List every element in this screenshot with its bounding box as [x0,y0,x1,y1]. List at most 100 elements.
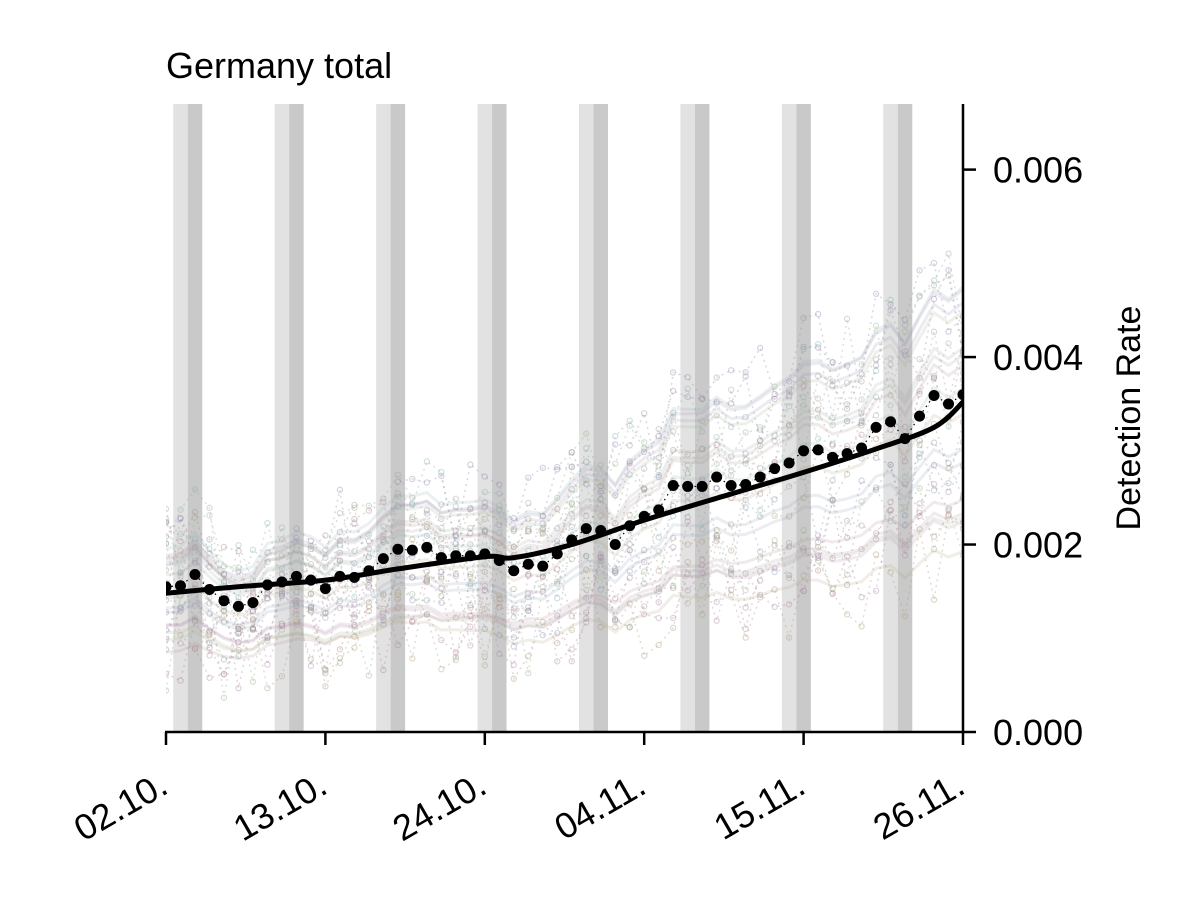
background-point [365,545,373,552]
background-point [641,448,648,456]
background-point [278,592,286,600]
background-point [380,590,387,597]
data-point [957,389,963,401]
data-point [508,565,520,577]
data-point [696,480,708,492]
x-tick-label: 15.11. [707,763,812,847]
background-point [713,532,720,540]
data-point [319,583,331,595]
background-point [409,597,416,604]
background-point [771,586,778,593]
background-point [669,502,677,510]
background-point [612,565,619,572]
background-point [612,616,619,624]
background-point [698,445,706,452]
background-point [554,538,561,545]
background-point [394,571,402,579]
background-point [814,552,822,559]
background-point [945,328,952,335]
background-point [423,574,431,581]
background-point [336,549,344,556]
background-point [336,528,344,536]
background-point [525,590,532,597]
background-series-trend [166,511,963,644]
background-point [858,498,865,505]
background-point [713,531,720,539]
background-point [814,340,822,348]
background-point [322,554,329,561]
background-point [177,547,184,555]
background-point [597,482,604,489]
background-point [713,485,720,492]
background-point [669,413,677,420]
background-point [452,540,460,547]
background-point [916,374,923,382]
background-point [322,609,329,616]
background-point [829,585,836,592]
background-point [930,461,938,469]
background-point [380,536,387,544]
background-point [394,604,402,612]
background-point [655,641,662,649]
background-point [872,356,880,363]
background-point [481,515,488,523]
background-point [843,517,851,525]
background-point [872,551,880,558]
background-point [467,601,474,609]
background-point [452,503,460,510]
background-point [641,465,648,472]
background-point [166,519,170,526]
background-point [336,655,344,662]
background-point [843,401,851,408]
background-point [742,634,749,641]
background-point [597,586,604,593]
background-point [496,522,503,529]
background-point [568,500,575,508]
background-point [713,526,720,534]
background-point [481,625,488,633]
background-point [568,499,575,506]
background-point [481,528,488,535]
background-series-trend [166,285,963,574]
background-point [249,626,257,633]
background-point [684,469,691,477]
background-point [452,614,460,621]
background-point [525,525,532,533]
background-point [727,400,735,407]
background-point [916,450,923,457]
background-point [351,515,358,523]
background-point [713,441,720,449]
background-point [916,267,923,274]
background-point [235,629,242,636]
background-point [713,398,720,405]
background-point [452,533,460,540]
background-point [727,472,735,479]
background-point [351,593,358,601]
background-point [249,546,257,554]
background-point [843,581,851,589]
data-point [464,550,476,562]
data-point [783,457,795,469]
background-point [206,550,213,557]
data-point [218,595,230,607]
background-point [887,361,894,368]
background-point [177,530,184,538]
background-point [626,623,633,631]
background-point [887,461,894,469]
background-point [626,511,633,519]
background-point [785,421,793,429]
background-point [742,413,749,421]
background-point [423,611,431,618]
background-point [930,596,938,603]
weekend-band-sunday [694,104,710,732]
background-point [626,600,633,607]
background-point [901,552,909,559]
background-point [496,490,503,497]
data-point [435,552,447,564]
data-point [406,544,418,556]
background-point [249,625,257,632]
background-point [220,607,228,615]
background-point [177,537,184,545]
background-point [916,355,923,363]
